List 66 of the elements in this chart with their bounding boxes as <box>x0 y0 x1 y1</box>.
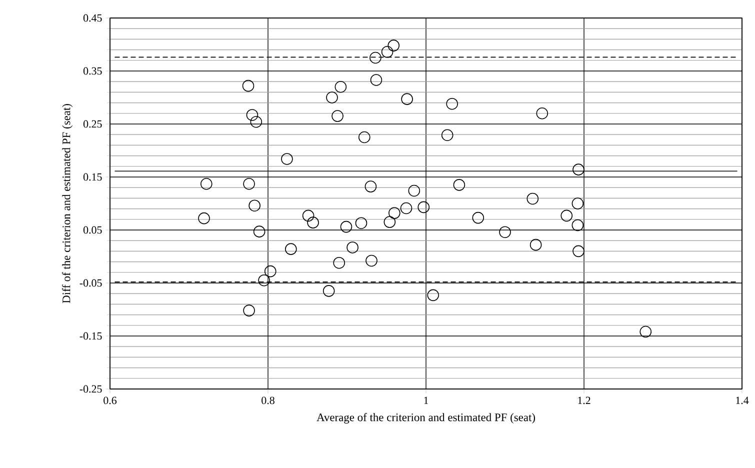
y-tick-label: 0.45 <box>83 14 102 22</box>
point <box>302 210 314 222</box>
point <box>281 153 293 165</box>
point <box>572 219 584 232</box>
point <box>526 192 539 205</box>
y-axis-title: Diff of the criterion and estimated PF (seat) <box>62 104 73 304</box>
point <box>530 238 542 251</box>
point <box>572 164 584 176</box>
point <box>243 178 255 190</box>
point <box>334 80 347 93</box>
y-tick-label: -0.25 <box>80 385 102 393</box>
point <box>388 207 400 219</box>
y-tick-label: 0.05 <box>83 226 102 234</box>
point <box>400 202 412 214</box>
point <box>198 212 210 224</box>
y-tick-label: 0.35 <box>83 67 102 75</box>
point <box>307 216 319 228</box>
x-tick-label: 0.8 <box>262 396 274 404</box>
point <box>640 326 652 338</box>
point <box>446 98 458 110</box>
x-tick-label: 0.6 <box>104 396 117 404</box>
y-tick-label: 0.15 <box>83 173 102 181</box>
point <box>258 274 270 286</box>
y-tick-label: -0.05 <box>80 279 102 287</box>
point <box>441 129 454 142</box>
point <box>381 46 394 58</box>
point <box>248 200 260 212</box>
point <box>242 80 254 92</box>
point <box>264 265 276 278</box>
point <box>333 256 346 269</box>
point <box>253 226 266 238</box>
point <box>536 107 548 120</box>
x-tick-label: 1.2 <box>578 396 590 404</box>
point <box>388 40 400 52</box>
point <box>243 304 255 316</box>
point <box>340 220 352 233</box>
point <box>322 285 335 297</box>
point <box>453 179 466 191</box>
point <box>364 180 377 192</box>
x-axis-title: Average of the criterion and estimated PF (seat) <box>316 413 536 424</box>
point <box>418 201 430 214</box>
point <box>355 217 368 229</box>
point <box>285 243 297 255</box>
point <box>366 254 378 267</box>
point <box>384 216 396 228</box>
point <box>560 210 573 222</box>
point <box>246 109 258 121</box>
x-tick-label: 1 <box>424 396 428 404</box>
point <box>358 131 370 144</box>
point <box>250 116 262 128</box>
point <box>408 184 420 197</box>
y-tick-label: 0.25 <box>83 120 102 128</box>
point <box>401 93 413 105</box>
point <box>326 92 338 104</box>
point <box>427 289 440 302</box>
y-tick-label: -0.15 <box>80 332 102 340</box>
point <box>200 178 212 190</box>
point <box>370 52 382 64</box>
x-tick-label: 1.4 <box>736 396 749 404</box>
point <box>346 242 358 254</box>
point <box>499 226 511 238</box>
point <box>472 212 484 224</box>
point <box>370 74 382 86</box>
point <box>572 198 584 210</box>
point <box>572 245 584 258</box>
point <box>332 110 344 122</box>
